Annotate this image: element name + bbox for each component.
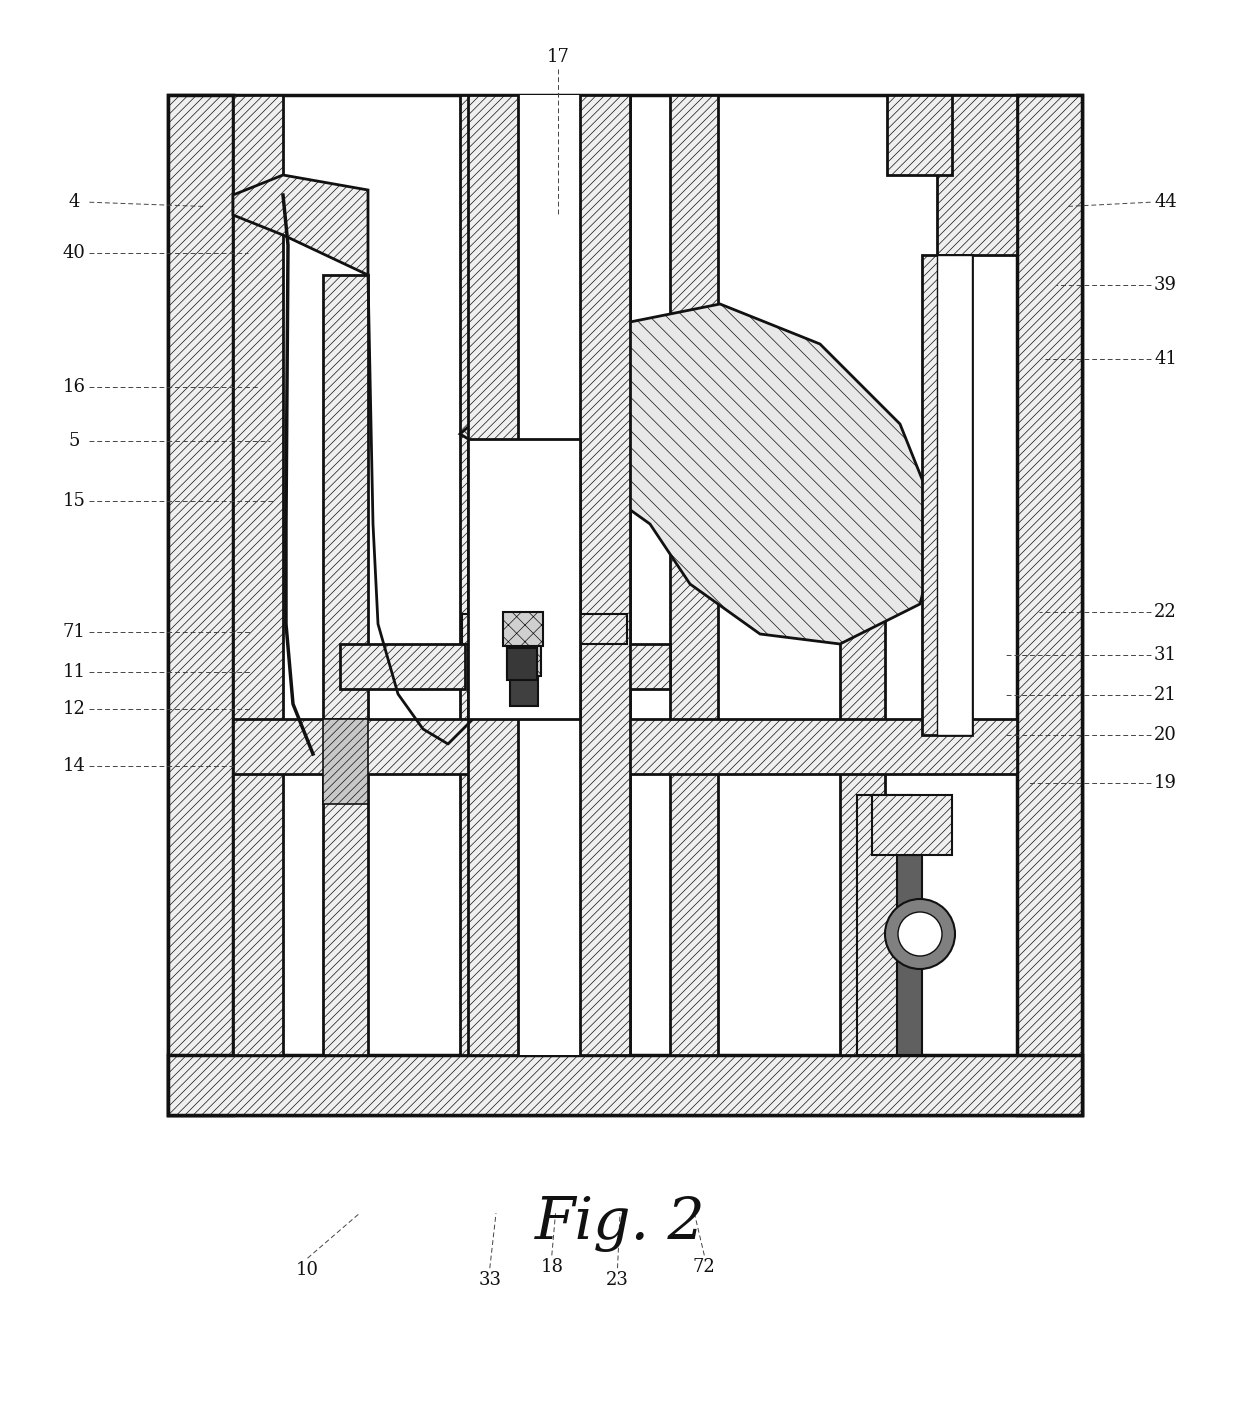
Bar — [322, 275, 368, 1055]
Text: 39: 39 — [1154, 276, 1177, 293]
Bar — [872, 795, 952, 854]
Bar — [937, 255, 972, 735]
Text: 10: 10 — [296, 1262, 319, 1279]
Bar — [507, 644, 541, 676]
Bar — [923, 255, 972, 735]
Bar — [322, 719, 368, 805]
Circle shape — [898, 911, 942, 956]
Text: 5: 5 — [68, 433, 81, 450]
Text: 71: 71 — [63, 624, 86, 641]
Polygon shape — [233, 175, 368, 275]
Text: 22: 22 — [1154, 604, 1177, 621]
Bar — [467, 439, 580, 719]
Bar — [857, 795, 911, 1055]
Text: 12: 12 — [63, 701, 86, 718]
Polygon shape — [460, 303, 940, 644]
Bar — [897, 854, 923, 1055]
Bar — [167, 95, 233, 1115]
Text: 31: 31 — [1154, 646, 1177, 664]
Text: 20: 20 — [1154, 726, 1177, 743]
Circle shape — [885, 899, 955, 968]
Text: 40: 40 — [63, 245, 86, 262]
Bar — [580, 95, 630, 1055]
Text: 16: 16 — [63, 379, 86, 396]
Bar — [167, 1055, 1083, 1115]
Bar — [233, 719, 1017, 775]
Bar — [887, 95, 952, 175]
Bar — [463, 614, 627, 644]
Text: 44: 44 — [1154, 194, 1177, 211]
Text: 4: 4 — [68, 194, 81, 211]
Bar — [670, 95, 718, 1055]
Bar — [460, 95, 510, 1055]
Bar — [1017, 95, 1083, 1115]
Bar — [340, 644, 465, 689]
Bar — [518, 95, 580, 1055]
Bar — [580, 95, 630, 1055]
Text: 21: 21 — [1154, 686, 1177, 703]
Text: 72: 72 — [693, 1259, 715, 1276]
Text: Fig. 2: Fig. 2 — [534, 1196, 706, 1252]
Bar — [937, 95, 1017, 255]
Text: 14: 14 — [63, 758, 86, 775]
Text: 18: 18 — [541, 1259, 563, 1276]
Text: 11: 11 — [63, 664, 86, 681]
Bar — [507, 648, 537, 681]
Bar — [510, 678, 538, 706]
Text: 41: 41 — [1154, 350, 1177, 367]
Text: 33: 33 — [479, 1272, 501, 1289]
Text: 19: 19 — [1154, 775, 1177, 792]
Bar — [510, 644, 670, 689]
Text: 15: 15 — [63, 493, 86, 510]
Bar — [233, 95, 283, 1055]
Bar — [500, 689, 548, 719]
Text: 17: 17 — [547, 48, 569, 66]
Text: 23: 23 — [606, 1272, 629, 1289]
Bar — [503, 612, 543, 646]
Bar — [839, 414, 885, 1055]
Bar — [467, 95, 518, 1055]
Bar — [167, 95, 1083, 1115]
Bar — [467, 439, 580, 719]
